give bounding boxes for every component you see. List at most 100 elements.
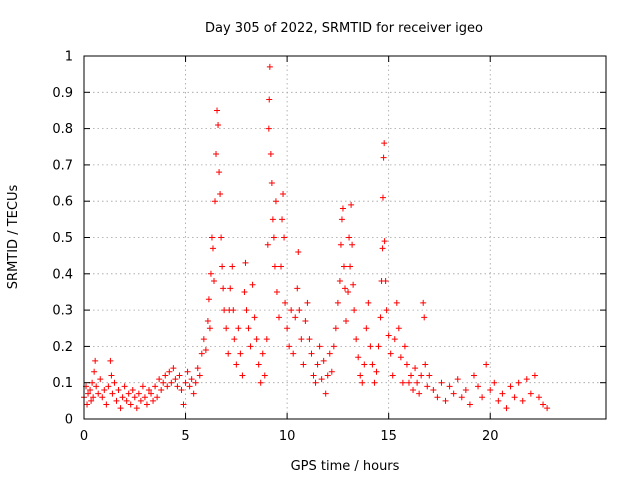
data-point xyxy=(92,357,99,364)
data-point xyxy=(265,125,272,132)
data-point xyxy=(194,365,201,372)
data-point xyxy=(190,390,197,397)
data-point xyxy=(166,368,173,375)
data-point xyxy=(410,386,417,393)
data-point xyxy=(117,405,124,412)
data-point xyxy=(296,307,303,314)
data-point xyxy=(105,383,112,390)
data-point xyxy=(121,383,128,390)
data-point xyxy=(129,386,136,393)
y-tick-label: 0 xyxy=(65,413,73,428)
data-point xyxy=(174,383,181,390)
data-point xyxy=(267,151,274,158)
data-point xyxy=(200,336,207,343)
data-point xyxy=(215,121,222,128)
data-point xyxy=(87,386,94,393)
data-point xyxy=(503,405,510,412)
data-point xyxy=(164,383,171,390)
data-point xyxy=(381,238,388,245)
data-point xyxy=(266,96,273,103)
data-point xyxy=(337,241,344,248)
data-point xyxy=(383,307,390,314)
data-point xyxy=(454,376,461,383)
data-point xyxy=(365,299,372,306)
data-point xyxy=(422,361,429,368)
data-point xyxy=(395,325,402,332)
data-point xyxy=(280,190,287,197)
data-point xyxy=(154,394,161,401)
data-point xyxy=(245,325,252,332)
data-point xyxy=(379,194,386,201)
data-point xyxy=(223,325,230,332)
data-point xyxy=(278,263,285,270)
data-point xyxy=(418,372,425,379)
data-point xyxy=(230,307,237,314)
data-point xyxy=(339,205,346,212)
data-point xyxy=(182,379,189,386)
data-point xyxy=(158,386,165,393)
data-point xyxy=(458,394,465,401)
data-point xyxy=(251,314,258,321)
data-point xyxy=(107,357,114,364)
data-point xyxy=(412,365,419,372)
data-point xyxy=(466,401,473,408)
data-point xyxy=(399,379,406,386)
data-point xyxy=(237,350,244,357)
y-tick-label: 0.3 xyxy=(52,304,73,319)
data-point xyxy=(346,234,353,241)
x-axis-ticks: 0 5 10 15 20 xyxy=(80,56,499,444)
data-point xyxy=(379,245,386,252)
data-point xyxy=(213,151,220,158)
data-point xyxy=(391,336,398,343)
y-tick-label: 0.8 xyxy=(52,122,73,137)
y-tick-label: 1 xyxy=(65,50,73,65)
data-point xyxy=(371,379,378,386)
data-point xyxy=(519,397,526,404)
data-point xyxy=(109,390,116,397)
data-point xyxy=(115,386,122,393)
data-point xyxy=(475,383,482,390)
data-point xyxy=(103,401,110,408)
data-point xyxy=(284,325,291,332)
data-point xyxy=(430,386,437,393)
data-point xyxy=(127,401,134,408)
data-point xyxy=(350,281,357,288)
data-point xyxy=(91,368,98,375)
data-point xyxy=(336,278,343,285)
data-point xyxy=(367,343,374,350)
data-point xyxy=(355,354,362,361)
data-point xyxy=(434,394,441,401)
data-point xyxy=(420,299,427,306)
data-point xyxy=(523,376,530,383)
data-point xyxy=(308,350,315,357)
data-point xyxy=(426,372,433,379)
data-point xyxy=(499,390,506,397)
data-point xyxy=(180,401,187,408)
data-point xyxy=(123,397,130,404)
data-point xyxy=(544,405,551,412)
data-point xyxy=(330,343,337,350)
data-point xyxy=(347,263,354,270)
data-point xyxy=(225,350,232,357)
data-point xyxy=(99,394,106,401)
data-point xyxy=(316,343,323,350)
data-point xyxy=(229,263,236,270)
data-point xyxy=(483,361,490,368)
x-tick-label: 0 xyxy=(80,429,88,444)
data-point xyxy=(137,397,144,404)
data-point xyxy=(205,296,212,303)
data-point xyxy=(257,379,264,386)
data-point xyxy=(89,379,96,386)
data-point xyxy=(255,361,262,368)
data-point xyxy=(239,372,246,379)
data-point xyxy=(85,390,92,397)
data-point xyxy=(306,336,313,343)
data-point xyxy=(385,332,392,339)
data-point xyxy=(540,401,547,408)
data-point xyxy=(271,263,278,270)
data-point xyxy=(243,307,250,314)
data-point xyxy=(208,234,215,241)
data-point xyxy=(292,314,299,321)
x-tick-label: 20 xyxy=(482,429,499,444)
data-point xyxy=(312,379,319,386)
